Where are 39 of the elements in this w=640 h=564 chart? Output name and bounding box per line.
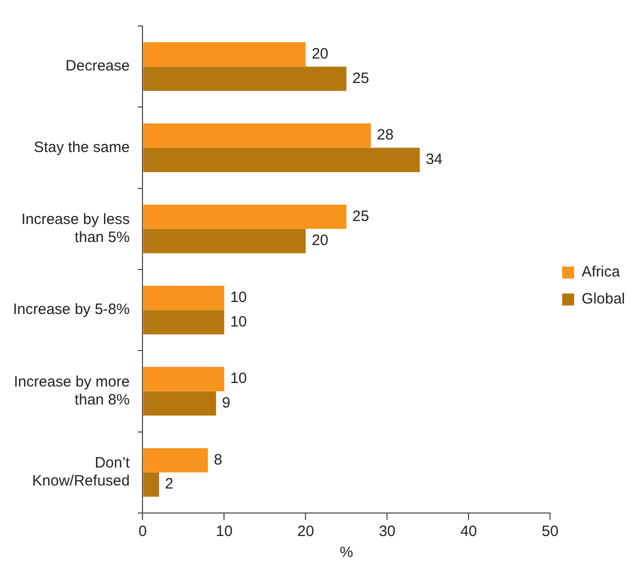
y-tick-label: Stay the same xyxy=(34,138,130,156)
bar xyxy=(143,123,371,148)
x-tick-label: 50 xyxy=(542,523,558,540)
data-label: 20 xyxy=(312,232,328,250)
data-label: 8 xyxy=(214,451,222,468)
x-tick-label: 20 xyxy=(297,523,314,540)
bar xyxy=(143,204,346,229)
data-label: 9 xyxy=(222,394,230,412)
data-label: 25 xyxy=(352,208,370,225)
bar xyxy=(143,472,160,497)
y-tick-label: Increase by 5-8% xyxy=(12,301,130,318)
bar xyxy=(143,391,216,416)
data-label: 34 xyxy=(426,151,442,168)
data-label: 10 xyxy=(230,289,247,306)
y-tick-label: Increase by more than 8% xyxy=(14,373,130,408)
x-tick-label: 0 xyxy=(138,523,147,540)
data-label: 20 xyxy=(312,46,328,63)
bar xyxy=(143,366,224,392)
data-label: 10 xyxy=(230,370,247,388)
data-label: 2 xyxy=(165,476,174,493)
y-tick-label: Increase by less than 5% xyxy=(21,211,130,246)
legend-label: Global xyxy=(582,290,625,308)
y-tick-label: Decrease xyxy=(66,58,130,75)
bar xyxy=(143,148,420,172)
bar xyxy=(143,42,306,67)
x-tick-label: 10 xyxy=(216,523,233,540)
bar xyxy=(143,228,306,254)
y-tick-label: Don’t Know/Refused xyxy=(32,454,131,490)
bar xyxy=(143,310,224,334)
x-axis-title: % xyxy=(340,544,354,562)
bar xyxy=(143,286,224,310)
data-label: 10 xyxy=(230,313,247,330)
x-tick-label: 30 xyxy=(378,523,396,540)
data-label: 28 xyxy=(376,126,394,144)
x-tick-label: 40 xyxy=(460,523,477,540)
bar xyxy=(143,448,208,472)
legend-label: Africa xyxy=(582,264,621,281)
data-label: 25 xyxy=(352,70,370,87)
bar xyxy=(143,66,346,91)
